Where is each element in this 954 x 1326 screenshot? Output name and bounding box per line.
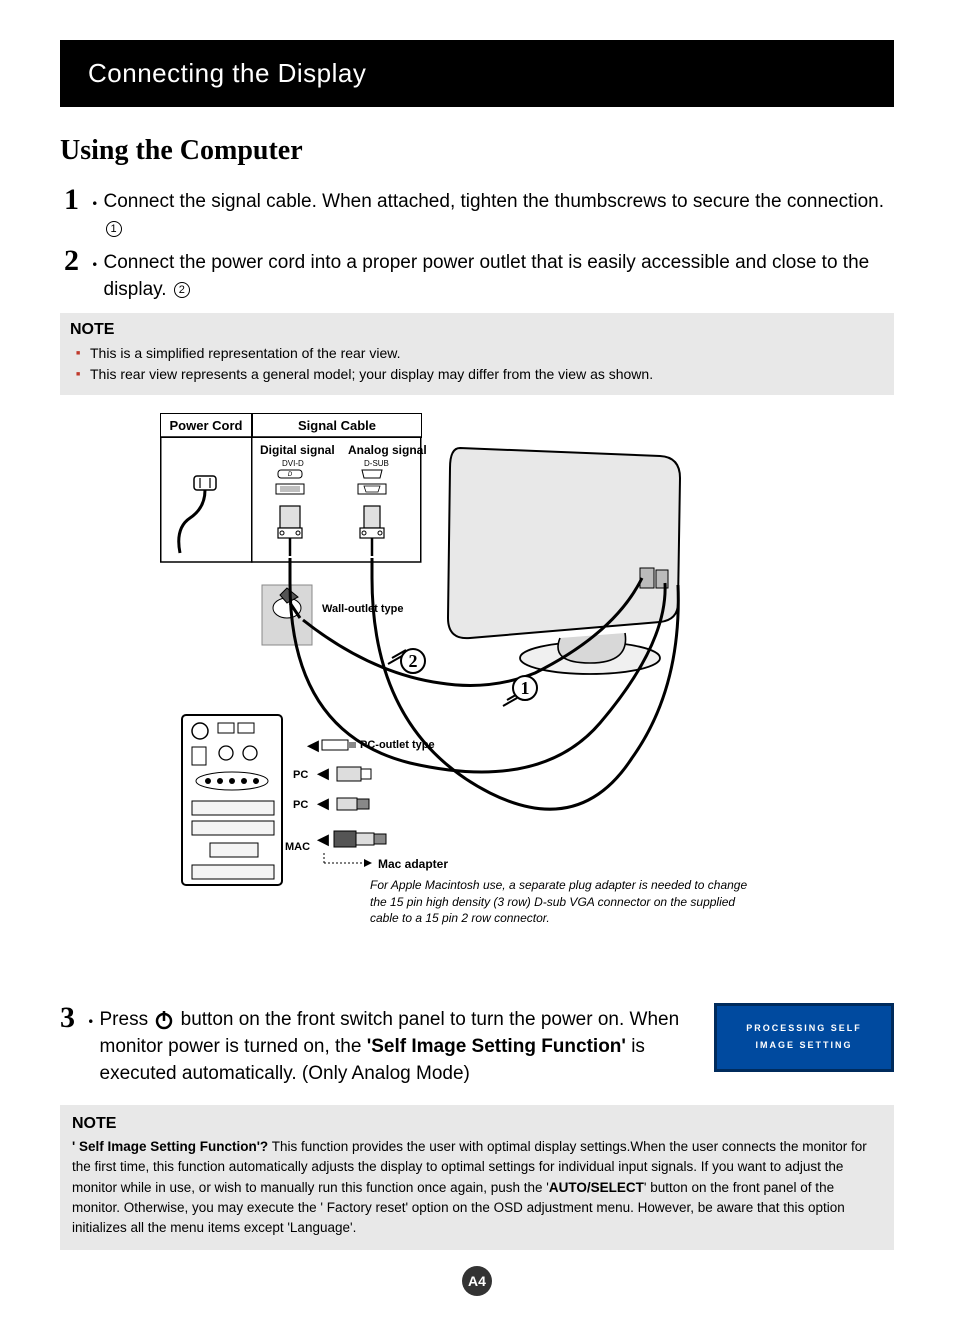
power-icon xyxy=(153,1009,175,1031)
step-3-text: Press button on the front switch panel t… xyxy=(100,1003,695,1087)
note2-auto-select: AUTO/SELECT xyxy=(549,1180,644,1195)
step-3-number: 3 xyxy=(60,1003,88,1033)
step-1-number: 1 xyxy=(64,185,92,215)
step-3: 3. Press button on the front switch pane… xyxy=(60,1003,694,1087)
pc-tower-icon xyxy=(180,713,290,893)
connection-diagram: Power Cord Signal Cable Digital signal A… xyxy=(60,413,894,993)
dotted-arrow-icon xyxy=(320,851,380,871)
label-pc-outlet: PC-outlet type xyxy=(360,739,435,751)
note2-title: NOTE xyxy=(72,1115,882,1133)
step-3-row: 3. Press button on the front switch pane… xyxy=(60,1003,894,1091)
note1-item: This rear view represents a general mode… xyxy=(76,364,884,385)
label-mac-adapter: Mac adapter xyxy=(378,857,448,871)
step-2-text: Connect the power cord into a proper pow… xyxy=(104,246,895,303)
label-mac: MAC xyxy=(285,841,310,853)
section-title: Using the Computer xyxy=(60,135,894,167)
mac-adapter-note: For Apple Macintosh use, a separate plug… xyxy=(370,877,750,926)
step-2-number: 2 xyxy=(64,246,92,276)
note-box-2: NOTE ' Self Image Setting Function'? Thi… xyxy=(60,1105,894,1250)
header-bar: Connecting the Display xyxy=(60,40,894,107)
arrow-icon: ◄ xyxy=(313,793,333,816)
mac-adapter-icon xyxy=(330,827,390,853)
note2-body: ' Self Image Setting Function'? This fun… xyxy=(72,1137,882,1238)
note-box-1: NOTE This is a simplified representation… xyxy=(60,313,894,395)
self-image-bold: 'Self Image Setting Function' xyxy=(367,1036,626,1057)
pc-outlet-plug-icon xyxy=(320,737,360,755)
label-pc-1: PC xyxy=(293,769,308,781)
step-2-ref-circle: 2 xyxy=(174,282,190,298)
note1-item: This is a simplified representation of t… xyxy=(76,343,884,364)
step-list: 1. Connect the signal cable. When attach… xyxy=(60,185,894,303)
note1-list: This is a simplified representation of t… xyxy=(70,343,884,385)
dvi-plug-icon xyxy=(335,765,375,785)
processing-self-image-box: PROCESSING SELF IMAGE SETTING xyxy=(714,1003,894,1071)
step-2: 2. Connect the power cord into a proper … xyxy=(64,246,894,303)
step-1-ref-circle: 1 xyxy=(106,221,122,237)
note2-lead: ' Self Image Setting Function'? xyxy=(72,1139,268,1154)
step-1: 1. Connect the signal cable. When attach… xyxy=(64,185,894,242)
processing-line2: IMAGE SETTING xyxy=(735,1037,873,1054)
note1-title: NOTE xyxy=(70,321,884,339)
arrow-icon: ◄ xyxy=(313,763,333,786)
label-pc-2: PC xyxy=(293,799,308,811)
vga-plug-icon xyxy=(335,795,375,815)
page-number: A4 xyxy=(462,1266,492,1296)
step-1-text: Connect the signal cable. When attached,… xyxy=(104,185,895,242)
processing-line1: PROCESSING SELF xyxy=(735,1020,873,1037)
